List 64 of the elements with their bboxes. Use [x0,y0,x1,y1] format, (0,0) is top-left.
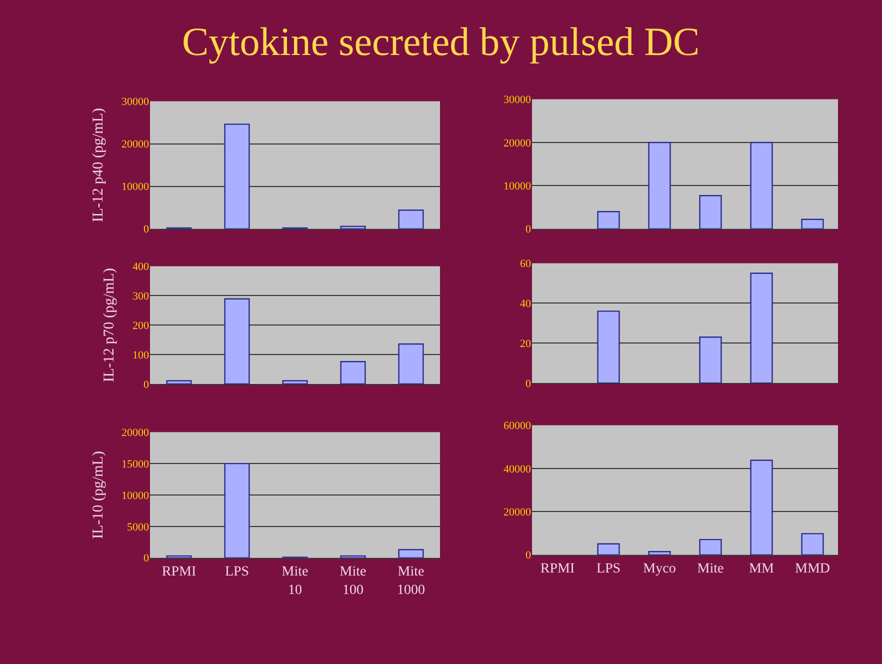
x-tick-label: Mite [697,562,724,577]
y-tick-label: 20000 [122,426,150,439]
y-tick-label: 30000 [504,94,532,106]
bar [282,380,308,384]
y-tick-label: 0 [526,224,532,236]
y-tick-label: 20000 [504,137,532,150]
x-tick-label: Myco [643,562,676,577]
bar [597,210,620,229]
y-axis-title: IL-12 p40 (pg/mL) [90,108,107,222]
y-tick-label: 20 [520,338,532,350]
bar [699,195,722,229]
y-tick-label: 0 [144,378,150,391]
bar [801,218,824,229]
y-tick-label: 10000 [504,180,532,193]
y-tick-label: 30000 [122,96,150,108]
bar [648,142,671,229]
x-tick-label: MMD [794,562,830,577]
chart-title: Cytokine secreted by pulsed DC [182,19,700,64]
y-tick-label: 0 [526,378,532,390]
x-tick-label: LPS [596,562,621,577]
y-tick-label: 40 [520,298,532,310]
y-tick-label: 100 [132,349,150,362]
y-tick-label: 60 [520,258,532,270]
y-tick-label: 0 [144,224,150,236]
x-tick-label: RPMI [540,562,575,577]
bar [340,226,366,229]
bar [597,310,620,384]
bar [398,549,424,558]
x-tick-label: MM [749,562,774,577]
bar [224,124,250,229]
bar [699,336,722,384]
y-tick-label: 0 [144,552,150,565]
bar [224,462,250,558]
bar [398,210,424,229]
bar [398,343,424,384]
bar [699,538,722,555]
bar [750,272,773,384]
bar [750,142,773,229]
y-tick-label: 20000 [122,138,150,151]
x-tick-label: LPS [224,564,250,580]
x-tick-label: Mite 1000 [397,564,425,598]
y-tick-label: 200 [132,320,150,332]
y-tick-label: 10000 [122,181,150,194]
y-axis-title: IL-10 (pg/mL) [90,451,107,539]
bar [801,533,824,555]
y-tick-label: 15000 [122,458,150,470]
y-tick-label: 5000 [127,521,150,534]
x-tick-label: Mite 100 [340,564,366,598]
y-tick-label: 10000 [122,490,150,502]
bar [166,380,192,384]
bar [340,361,366,384]
bar [597,543,620,555]
y-tick-label: 60000 [504,420,532,432]
y-tick-label: 40000 [504,463,532,476]
y-tick-label: 400 [132,261,150,274]
y-tick-label: 300 [132,290,150,303]
x-tick-label: RPMI [162,564,196,580]
bar [648,551,671,555]
y-tick-label: 20000 [504,506,532,519]
y-axis-title: IL-12 p70 (pg/mL) [102,268,118,382]
y-tick-label: 0 [526,550,532,562]
bar [750,460,773,555]
bar [224,298,250,384]
x-tick-label: Mite 10 [282,564,308,598]
